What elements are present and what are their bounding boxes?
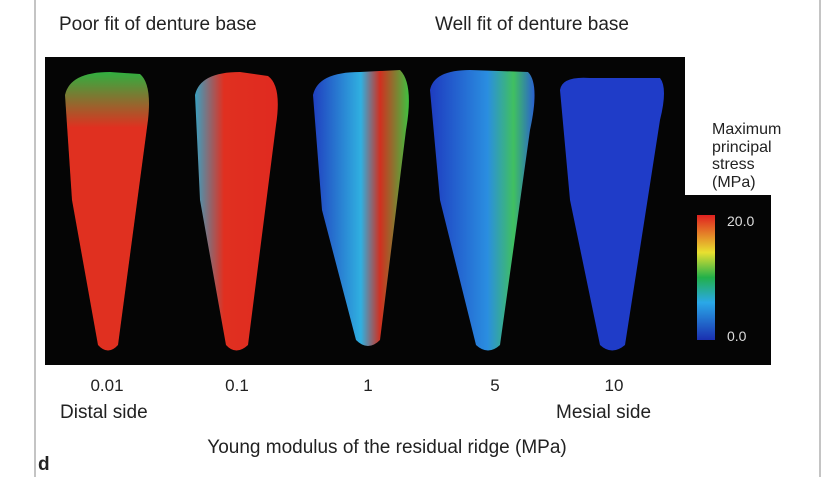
header-right: Well fit of denture base [435, 14, 629, 35]
left-note: Distal side [60, 402, 148, 423]
tooth-map [195, 72, 278, 351]
legend-title: Maximum [712, 121, 781, 138]
x-tick-label: 1 [363, 376, 372, 395]
x-tick-label: 10 [605, 376, 624, 395]
x-tick-label: 0.1 [225, 376, 249, 395]
legend-max: 20.0 [727, 213, 754, 229]
tooth-map [560, 77, 664, 351]
legend-title: (MPa) [712, 174, 756, 191]
header-left: Poor fit of denture base [59, 14, 257, 35]
tooth-maps [65, 70, 664, 351]
tooth-map [313, 70, 409, 346]
tooth-map [430, 70, 535, 351]
x-tick-label: 5 [490, 376, 499, 395]
panel-label: d [38, 454, 50, 475]
legend-min: 0.0 [727, 328, 747, 344]
legend-title: stress [712, 156, 755, 173]
tooth-map [65, 72, 149, 351]
color-bar [697, 215, 715, 340]
x-axis-title: Young modulus of the residual ridge (MPa… [207, 437, 566, 458]
legend-title: principal [712, 139, 772, 156]
x-tick-label: 0.01 [90, 376, 123, 395]
right-note: Mesial side [556, 402, 651, 423]
